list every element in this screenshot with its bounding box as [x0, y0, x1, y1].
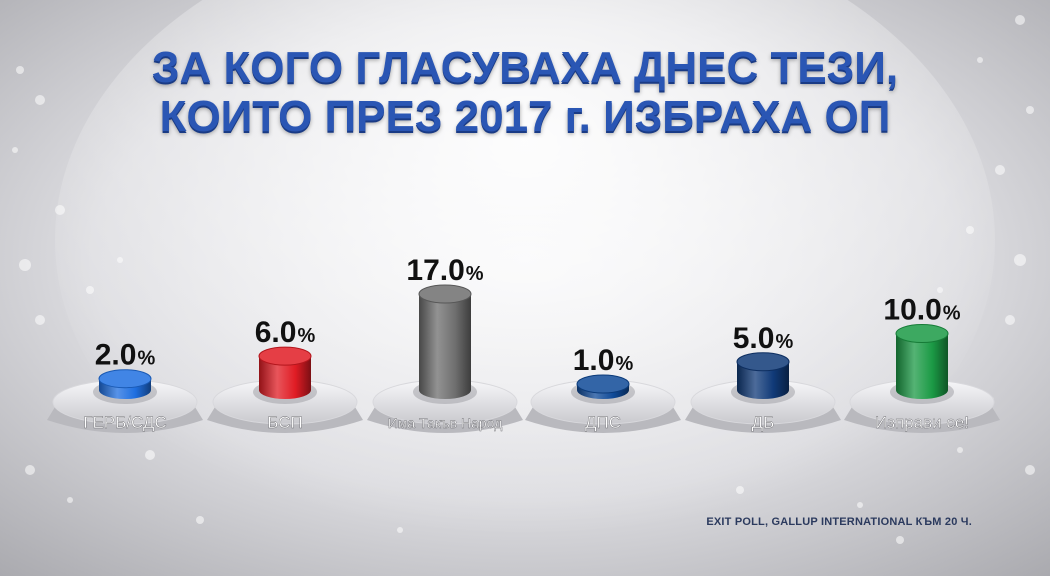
bar-group: 1.0% ДПС [525, 344, 681, 433]
bar-group: 17.0% Има Такъв Народ [367, 254, 523, 433]
bar-group: 5.0% ДБ [685, 322, 841, 433]
data-label: 6.0% [255, 316, 316, 349]
bar-top [576, 374, 630, 394]
category-label: Има Такъв Народ [388, 415, 503, 431]
chart-title-line-1: ЗА КОГО ГЛАСУВАХА ДНЕС ТЕЗИ, [151, 43, 899, 92]
category-label: БСП [267, 413, 302, 432]
bar-group: 2.0% ГЕРБ/СДС [47, 339, 203, 433]
chart-title-line-2: КОИТО ПРЕЗ 2017 г. ИЗБРАХА ОП [159, 92, 891, 141]
data-label: 5.0% [733, 322, 794, 355]
bar [896, 333, 948, 399]
bar-group: 10.0% Изправи се! [844, 294, 1000, 433]
data-label: 10.0% [883, 294, 960, 327]
data-label: 1.0% [573, 344, 634, 377]
data-label: 17.0% [406, 254, 483, 287]
bar-top [258, 346, 312, 366]
category-label: ГЕРБ/СДС [83, 413, 166, 432]
bar-top [98, 369, 152, 389]
source-footnote: EXIT POLL, GALLUP INTERNATIONAL КЪМ 20 Ч… [706, 516, 972, 528]
category-label: ДПС [585, 413, 621, 432]
bar [259, 356, 311, 399]
data-label: 2.0% [95, 339, 156, 372]
bar-group: 6.0% БСП [207, 316, 363, 433]
bar [419, 294, 471, 399]
bar [737, 361, 789, 399]
bar-top [418, 284, 472, 304]
bar-top [736, 352, 790, 372]
category-label: Изправи се! [875, 413, 969, 432]
category-label: ДБ [752, 413, 775, 432]
bar-top [895, 324, 949, 344]
